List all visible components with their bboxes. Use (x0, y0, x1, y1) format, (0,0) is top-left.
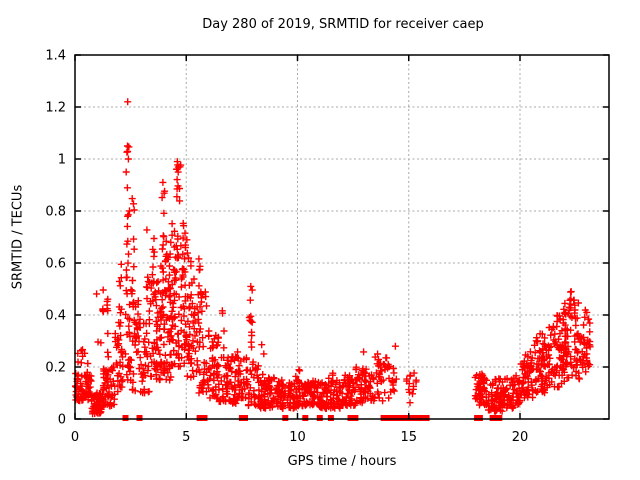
zero-markers (122, 415, 503, 421)
y-tick-label: 0 (58, 413, 66, 428)
plot-border (74, 54, 610, 420)
y-tick-label: 1 (58, 153, 66, 168)
axis-ticks (74, 54, 609, 420)
x-tick-label: 0 (71, 430, 79, 445)
gridlines (75, 55, 609, 419)
y-tick-label: 0.8 (45, 205, 66, 220)
x-tick-label: 20 (512, 430, 529, 445)
y-tick-label: 0.2 (45, 361, 66, 376)
scatter-points (72, 98, 594, 418)
y-tick-label: 0.4 (45, 309, 66, 324)
x-axis-label: GPS time / hours (287, 454, 397, 469)
y-tick-label: 0.6 (45, 257, 66, 272)
y-axis-label: SRMTID / TECUs (10, 184, 26, 290)
x-tick-label: 15 (400, 430, 417, 445)
y-tick-label: 1.2 (45, 101, 66, 116)
chart-title: Day 280 of 2019, SRMTID for receiver cae… (202, 17, 484, 32)
x-tick-label: 5 (182, 430, 190, 445)
y-tick-label: 1.4 (45, 49, 66, 64)
x-tick-label: 10 (289, 430, 306, 445)
